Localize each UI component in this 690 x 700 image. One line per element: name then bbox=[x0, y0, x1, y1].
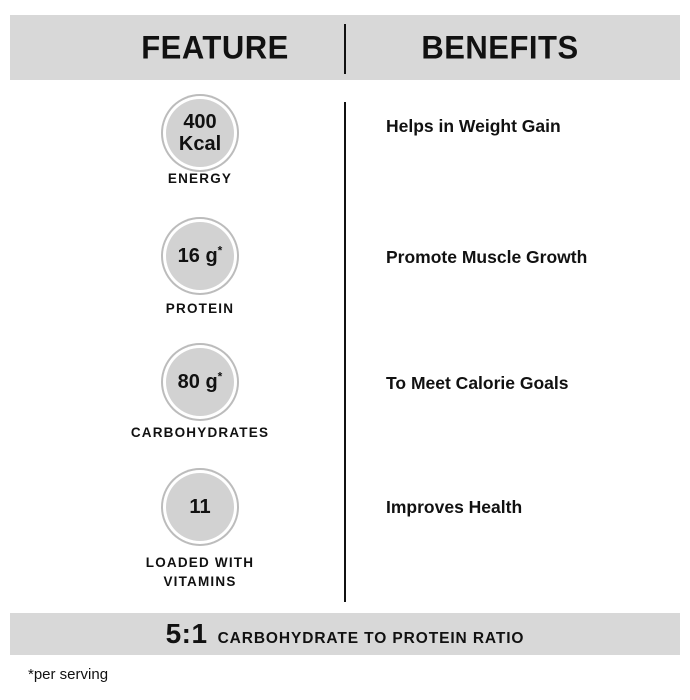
vitamins-value: 11 bbox=[189, 496, 210, 518]
ratio-bar: 5:1 CARBOHYDRATE TO PROTEIN RATIO bbox=[10, 613, 680, 655]
protein-value-text: 16 g bbox=[177, 245, 218, 267]
protein-benefit: Promote Muscle Growth bbox=[386, 247, 588, 267]
energy-value: 400 bbox=[183, 111, 217, 133]
vitamins-benefit: Improves Health bbox=[386, 497, 523, 517]
carbohydrates-asterisk: * bbox=[217, 369, 223, 384]
carbohydrates-circle: 80 g* bbox=[166, 348, 234, 416]
protein-value: 16 g* bbox=[177, 243, 223, 267]
energy-value-unit: Kcal bbox=[178, 133, 222, 155]
energy-benefit: Helps in Weight Gain bbox=[386, 116, 561, 136]
feature-column-header: FEATURE bbox=[141, 28, 289, 66]
carbohydrates-label: CARBOHYDRATES bbox=[130, 425, 270, 440]
per-serving-footnote: *per serving bbox=[28, 666, 109, 683]
carbohydrates-benefit: To Meet Calorie Goals bbox=[386, 373, 569, 393]
header-divider bbox=[344, 24, 346, 74]
vitamins-circle: 11 bbox=[166, 473, 234, 541]
ratio-bar-content: 5:1 CARBOHYDRATE TO PROTEIN RATIO bbox=[166, 618, 525, 650]
carbohydrates-value-text: 80 g bbox=[177, 371, 218, 393]
protein-label: PROTEIN bbox=[165, 301, 235, 316]
protein-asterisk: * bbox=[217, 243, 223, 258]
energy-circle: 400 Kcal bbox=[166, 99, 234, 167]
protein-circle: 16 g* bbox=[166, 222, 234, 290]
ratio-label: CARBOHYDRATE TO PROTEIN RATIO bbox=[217, 630, 525, 647]
vitamins-value-text: 11 bbox=[189, 496, 211, 518]
column-divider bbox=[344, 102, 346, 602]
carbohydrates-value: 80 g* bbox=[177, 369, 223, 393]
header-bar: FEATURE BENEFITS bbox=[10, 15, 680, 80]
benefits-column-header: BENEFITS bbox=[421, 28, 579, 66]
ratio-value: 5:1 bbox=[165, 618, 208, 649]
energy-label: ENERGY bbox=[167, 171, 233, 186]
vitamins-label: LOADED WITH VITAMINS bbox=[145, 555, 255, 589]
